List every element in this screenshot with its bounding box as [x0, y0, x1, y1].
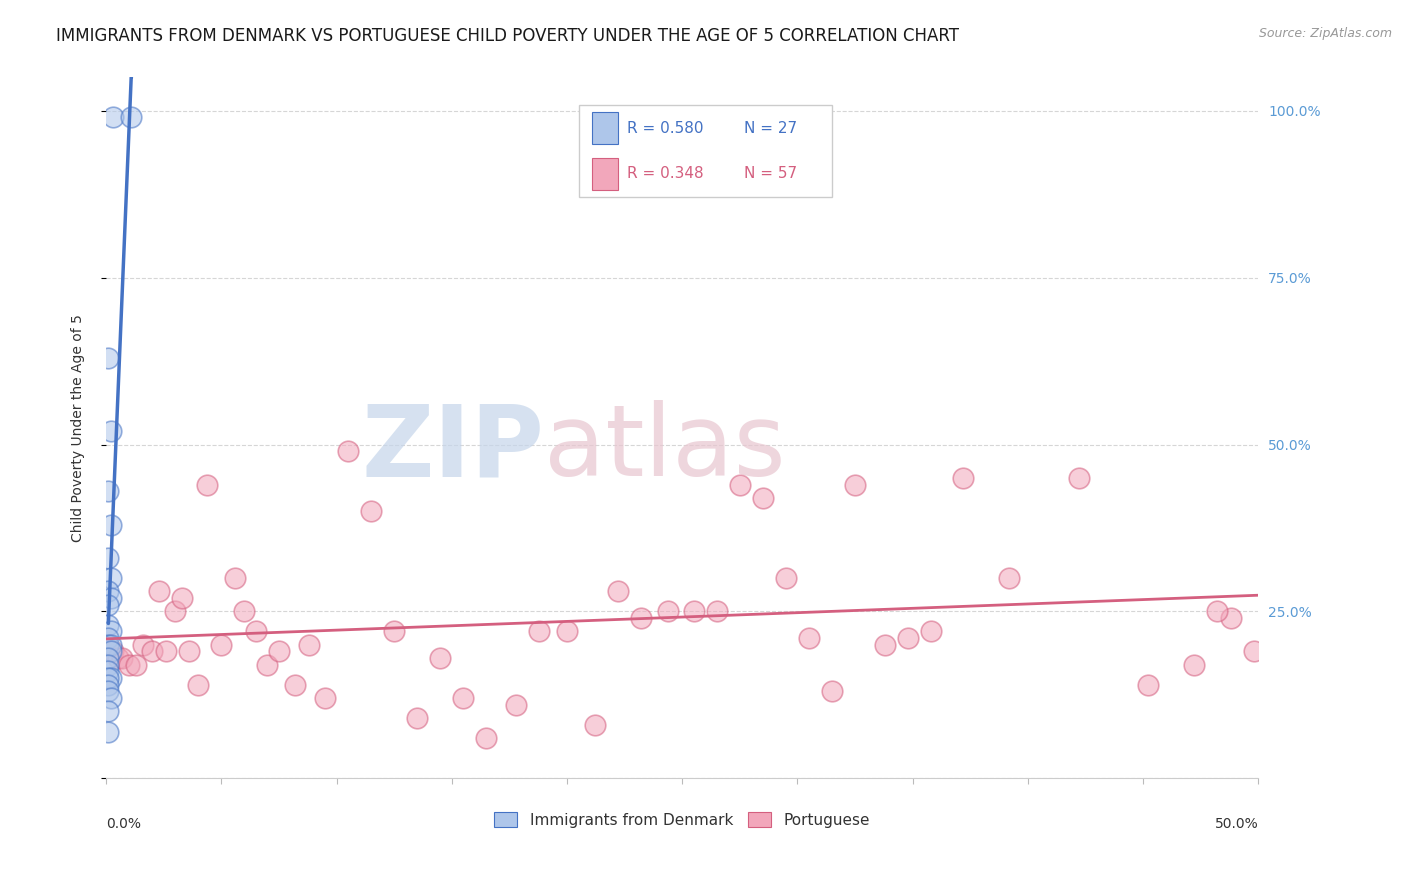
Text: ZIP: ZIP — [361, 401, 544, 498]
Point — [172, 591, 194, 605]
Bar — [592, 112, 617, 144]
Y-axis label: Child Poverty Under the Age of 5: Child Poverty Under the Age of 5 — [72, 314, 86, 541]
Point — [97, 598, 120, 612]
Point — [97, 638, 120, 652]
Point — [100, 591, 122, 605]
Point — [224, 571, 246, 585]
Point — [844, 477, 866, 491]
Point — [752, 491, 775, 505]
Point — [97, 671, 120, 685]
Point — [233, 604, 256, 618]
Point — [1205, 604, 1227, 618]
Point — [475, 731, 498, 746]
Point — [797, 631, 820, 645]
Point — [630, 611, 652, 625]
Point — [125, 657, 148, 672]
Point — [100, 624, 122, 639]
Point — [821, 684, 844, 698]
Point — [97, 665, 120, 679]
Point — [100, 424, 122, 438]
Point — [120, 111, 142, 125]
Point — [177, 644, 200, 658]
Text: N = 27: N = 27 — [744, 120, 797, 136]
Point — [97, 351, 120, 365]
Point — [97, 684, 120, 698]
Point — [505, 698, 527, 712]
Point — [429, 651, 451, 665]
Bar — [592, 158, 617, 190]
Text: 0.0%: 0.0% — [105, 817, 141, 830]
Point — [529, 624, 551, 639]
Point — [97, 638, 120, 652]
Text: N = 57: N = 57 — [744, 166, 797, 181]
Point — [100, 644, 122, 658]
Point — [706, 604, 728, 618]
Text: R = 0.348: R = 0.348 — [627, 166, 703, 181]
Point — [97, 584, 120, 599]
Text: 50.0%: 50.0% — [1215, 817, 1258, 830]
Point — [657, 604, 679, 618]
Point — [775, 571, 797, 585]
Point — [284, 678, 307, 692]
Point — [97, 678, 120, 692]
Point — [165, 604, 187, 618]
Point — [382, 624, 405, 639]
Point — [209, 638, 232, 652]
Point — [101, 644, 124, 658]
Point — [952, 471, 974, 485]
Point — [298, 638, 321, 652]
Point — [555, 624, 578, 639]
Point — [606, 584, 628, 599]
Point — [1067, 471, 1090, 485]
Legend: Immigrants from Denmark, Portuguese: Immigrants from Denmark, Portuguese — [488, 805, 876, 834]
Point — [97, 651, 120, 665]
Point — [267, 644, 290, 658]
Point — [920, 624, 942, 639]
Point — [97, 617, 120, 632]
FancyBboxPatch shape — [578, 105, 832, 196]
Point — [245, 624, 267, 639]
Point — [100, 517, 122, 532]
Point — [141, 644, 163, 658]
Point — [453, 691, 475, 706]
Point — [101, 111, 124, 125]
Point — [897, 631, 920, 645]
Point — [197, 477, 219, 491]
Text: IMMIGRANTS FROM DENMARK VS PORTUGUESE CHILD POVERTY UNDER THE AGE OF 5 CORRELATI: IMMIGRANTS FROM DENMARK VS PORTUGUESE CH… — [56, 27, 959, 45]
Point — [728, 477, 751, 491]
Point — [132, 638, 155, 652]
Point — [100, 571, 122, 585]
Point — [256, 657, 278, 672]
Point — [100, 691, 122, 706]
Point — [97, 657, 120, 672]
Point — [107, 651, 129, 665]
Point — [1136, 678, 1159, 692]
Point — [187, 678, 209, 692]
Point — [111, 651, 134, 665]
Point — [1182, 657, 1205, 672]
Point — [97, 724, 120, 739]
Text: Source: ZipAtlas.com: Source: ZipAtlas.com — [1258, 27, 1392, 40]
Point — [873, 638, 896, 652]
Point — [583, 718, 606, 732]
Point — [97, 484, 120, 499]
Point — [97, 551, 120, 566]
Point — [100, 671, 122, 685]
Point — [148, 584, 170, 599]
Point — [406, 711, 429, 725]
Point — [97, 705, 120, 719]
Text: atlas: atlas — [544, 401, 786, 498]
Point — [360, 504, 382, 518]
Point — [100, 638, 122, 652]
Point — [682, 604, 704, 618]
Text: R = 0.580: R = 0.580 — [627, 120, 703, 136]
Point — [118, 657, 141, 672]
Point — [314, 691, 336, 706]
Point — [1243, 644, 1265, 658]
Point — [97, 631, 120, 645]
Point — [337, 444, 360, 458]
Point — [155, 644, 177, 658]
Point — [998, 571, 1021, 585]
Point — [1219, 611, 1241, 625]
